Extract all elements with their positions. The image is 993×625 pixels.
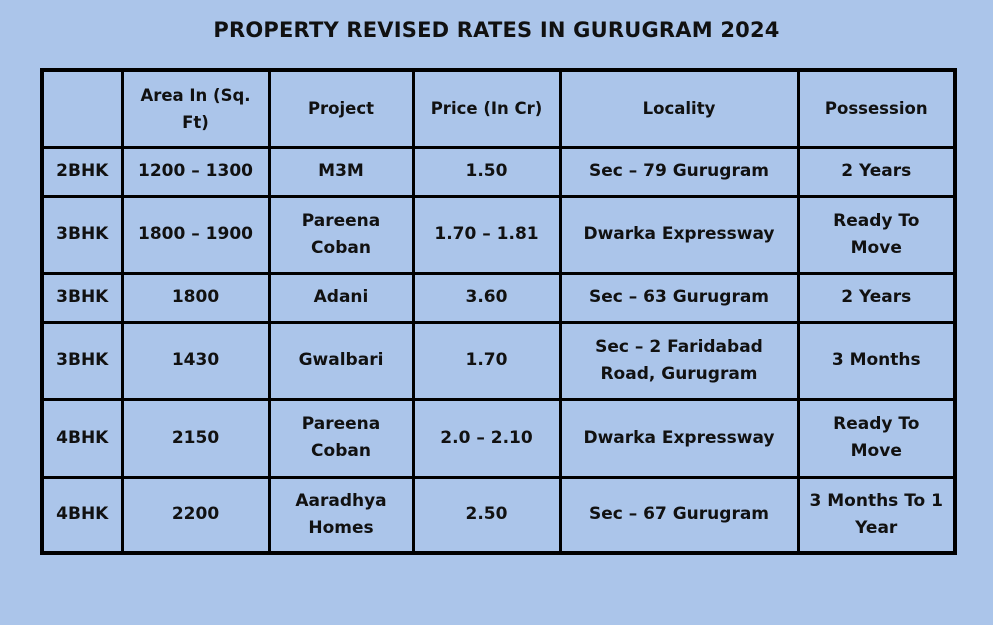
table-row: 2BHK 1200 – 1300 M3M 1.50 Sec – 79 Gurug… xyxy=(40,145,957,198)
table-cell: 1.50 xyxy=(411,145,562,198)
column-header xyxy=(40,68,124,149)
table-cell: 1430 xyxy=(120,320,271,401)
table-cell: 2.50 xyxy=(411,475,562,555)
table-cell: M3M xyxy=(267,145,415,198)
column-header: Project xyxy=(267,68,415,149)
table-row: 3BHK 1800 Adani 3.60 Sec – 63 Gurugram 2… xyxy=(40,271,957,324)
table-cell: Adani xyxy=(267,271,415,324)
table-cell: 3 Months xyxy=(796,320,957,401)
table-cell: Sec – 63 Gurugram xyxy=(558,271,800,324)
table-cell: 1800 xyxy=(120,271,271,324)
table-cell: Sec – 2 Faridabad Road, Gurugram xyxy=(558,320,800,401)
table-cell: Sec – 79 Gurugram xyxy=(558,145,800,198)
table-cell: 2150 xyxy=(120,397,271,479)
table-cell: 2200 xyxy=(120,475,271,555)
table-cell: 1.70 xyxy=(411,320,562,401)
table-cell: 1800 – 1900 xyxy=(120,194,271,275)
table-cell: 1.70 – 1.81 xyxy=(411,194,562,275)
table-cell: Dwarka Expressway xyxy=(558,194,800,275)
table-cell: Pareena Coban xyxy=(267,397,415,479)
table-cell: 1200 – 1300 xyxy=(120,145,271,198)
page-title: PROPERTY REVISED RATES IN GURUGRAM 2024 xyxy=(213,18,780,42)
table-cell: Aaradhya Homes xyxy=(267,475,415,555)
table-cell: 2 Years xyxy=(796,271,957,324)
table-cell: 4BHK xyxy=(40,397,124,479)
table-cell: 2 Years xyxy=(796,145,957,198)
table-row: 3BHK 1430 Gwalbari 1.70 Sec – 2 Faridaba… xyxy=(40,320,957,401)
table-cell: Gwalbari xyxy=(267,320,415,401)
table-row: 4BHK 2200 Aaradhya Homes 2.50 Sec – 67 G… xyxy=(40,475,957,555)
table-cell: Sec – 67 Gurugram xyxy=(558,475,800,555)
table-cell: 3BHK xyxy=(40,194,124,275)
table-cell: Ready To Move xyxy=(796,194,957,275)
column-header: Price (In Cr) xyxy=(411,68,562,149)
table-cell: Pareena Coban xyxy=(267,194,415,275)
column-header: Possession xyxy=(796,68,957,149)
table-header-row: Area In (Sq. Ft) Project Price (In Cr) L… xyxy=(40,68,957,149)
table-cell: Dwarka Expressway xyxy=(558,397,800,479)
table-cell: 3BHK xyxy=(40,320,124,401)
table-row: 3BHK 1800 – 1900 Pareena Coban 1.70 – 1.… xyxy=(40,194,957,275)
table-cell: Ready To Move xyxy=(796,397,957,479)
table-row: 4BHK 2150 Pareena Coban 2.0 – 2.10 Dwark… xyxy=(40,397,957,479)
column-header: Locality xyxy=(558,68,800,149)
table-cell: 2.0 – 2.10 xyxy=(411,397,562,479)
rates-table: Area In (Sq. Ft) Project Price (In Cr) L… xyxy=(40,68,957,555)
table-cell: 4BHK xyxy=(40,475,124,555)
column-header: Area In (Sq. Ft) xyxy=(120,68,271,149)
table-cell: 3.60 xyxy=(411,271,562,324)
rates-table-container: Area In (Sq. Ft) Project Price (In Cr) L… xyxy=(40,68,957,555)
table-cell: 3BHK xyxy=(40,271,124,324)
table-cell: 2BHK xyxy=(40,145,124,198)
table-cell: 3 Months To 1 Year xyxy=(796,475,957,555)
